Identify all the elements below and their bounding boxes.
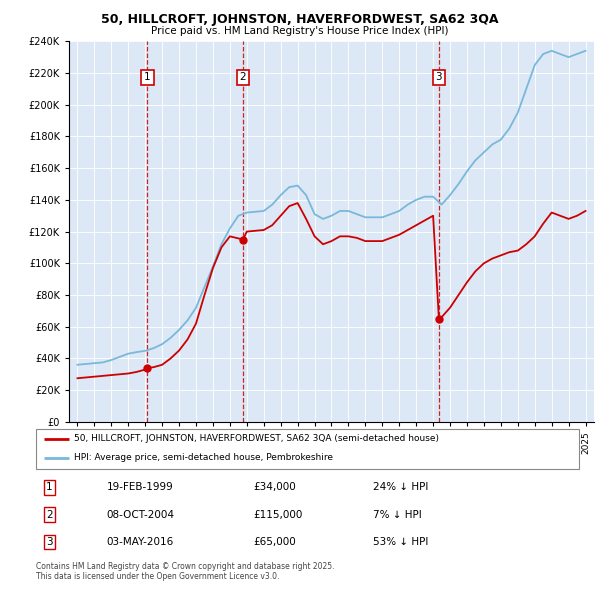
Text: Contains HM Land Registry data © Crown copyright and database right 2025.
This d: Contains HM Land Registry data © Crown c… <box>36 562 335 581</box>
Text: 03-MAY-2016: 03-MAY-2016 <box>107 537 174 547</box>
Text: 3: 3 <box>46 537 53 547</box>
Text: 08-OCT-2004: 08-OCT-2004 <box>107 510 175 520</box>
Text: 50, HILLCROFT, JOHNSTON, HAVERFORDWEST, SA62 3QA (semi-detached house): 50, HILLCROFT, JOHNSTON, HAVERFORDWEST, … <box>74 434 439 444</box>
Text: 19-FEB-1999: 19-FEB-1999 <box>107 483 173 493</box>
Text: 1: 1 <box>144 73 151 83</box>
Text: 1: 1 <box>46 483 53 493</box>
Text: HPI: Average price, semi-detached house, Pembrokeshire: HPI: Average price, semi-detached house,… <box>74 453 333 463</box>
Text: 2: 2 <box>239 73 246 83</box>
Text: £115,000: £115,000 <box>253 510 302 520</box>
Text: 50, HILLCROFT, JOHNSTON, HAVERFORDWEST, SA62 3QA: 50, HILLCROFT, JOHNSTON, HAVERFORDWEST, … <box>101 13 499 26</box>
Text: £65,000: £65,000 <box>253 537 296 547</box>
Text: 53% ↓ HPI: 53% ↓ HPI <box>373 537 428 547</box>
Text: 2: 2 <box>46 510 53 520</box>
FancyBboxPatch shape <box>36 429 579 469</box>
Text: 3: 3 <box>436 73 442 83</box>
Text: Price paid vs. HM Land Registry's House Price Index (HPI): Price paid vs. HM Land Registry's House … <box>151 26 449 36</box>
Text: 7% ↓ HPI: 7% ↓ HPI <box>373 510 421 520</box>
Text: 24% ↓ HPI: 24% ↓ HPI <box>373 483 428 493</box>
Text: £34,000: £34,000 <box>253 483 296 493</box>
